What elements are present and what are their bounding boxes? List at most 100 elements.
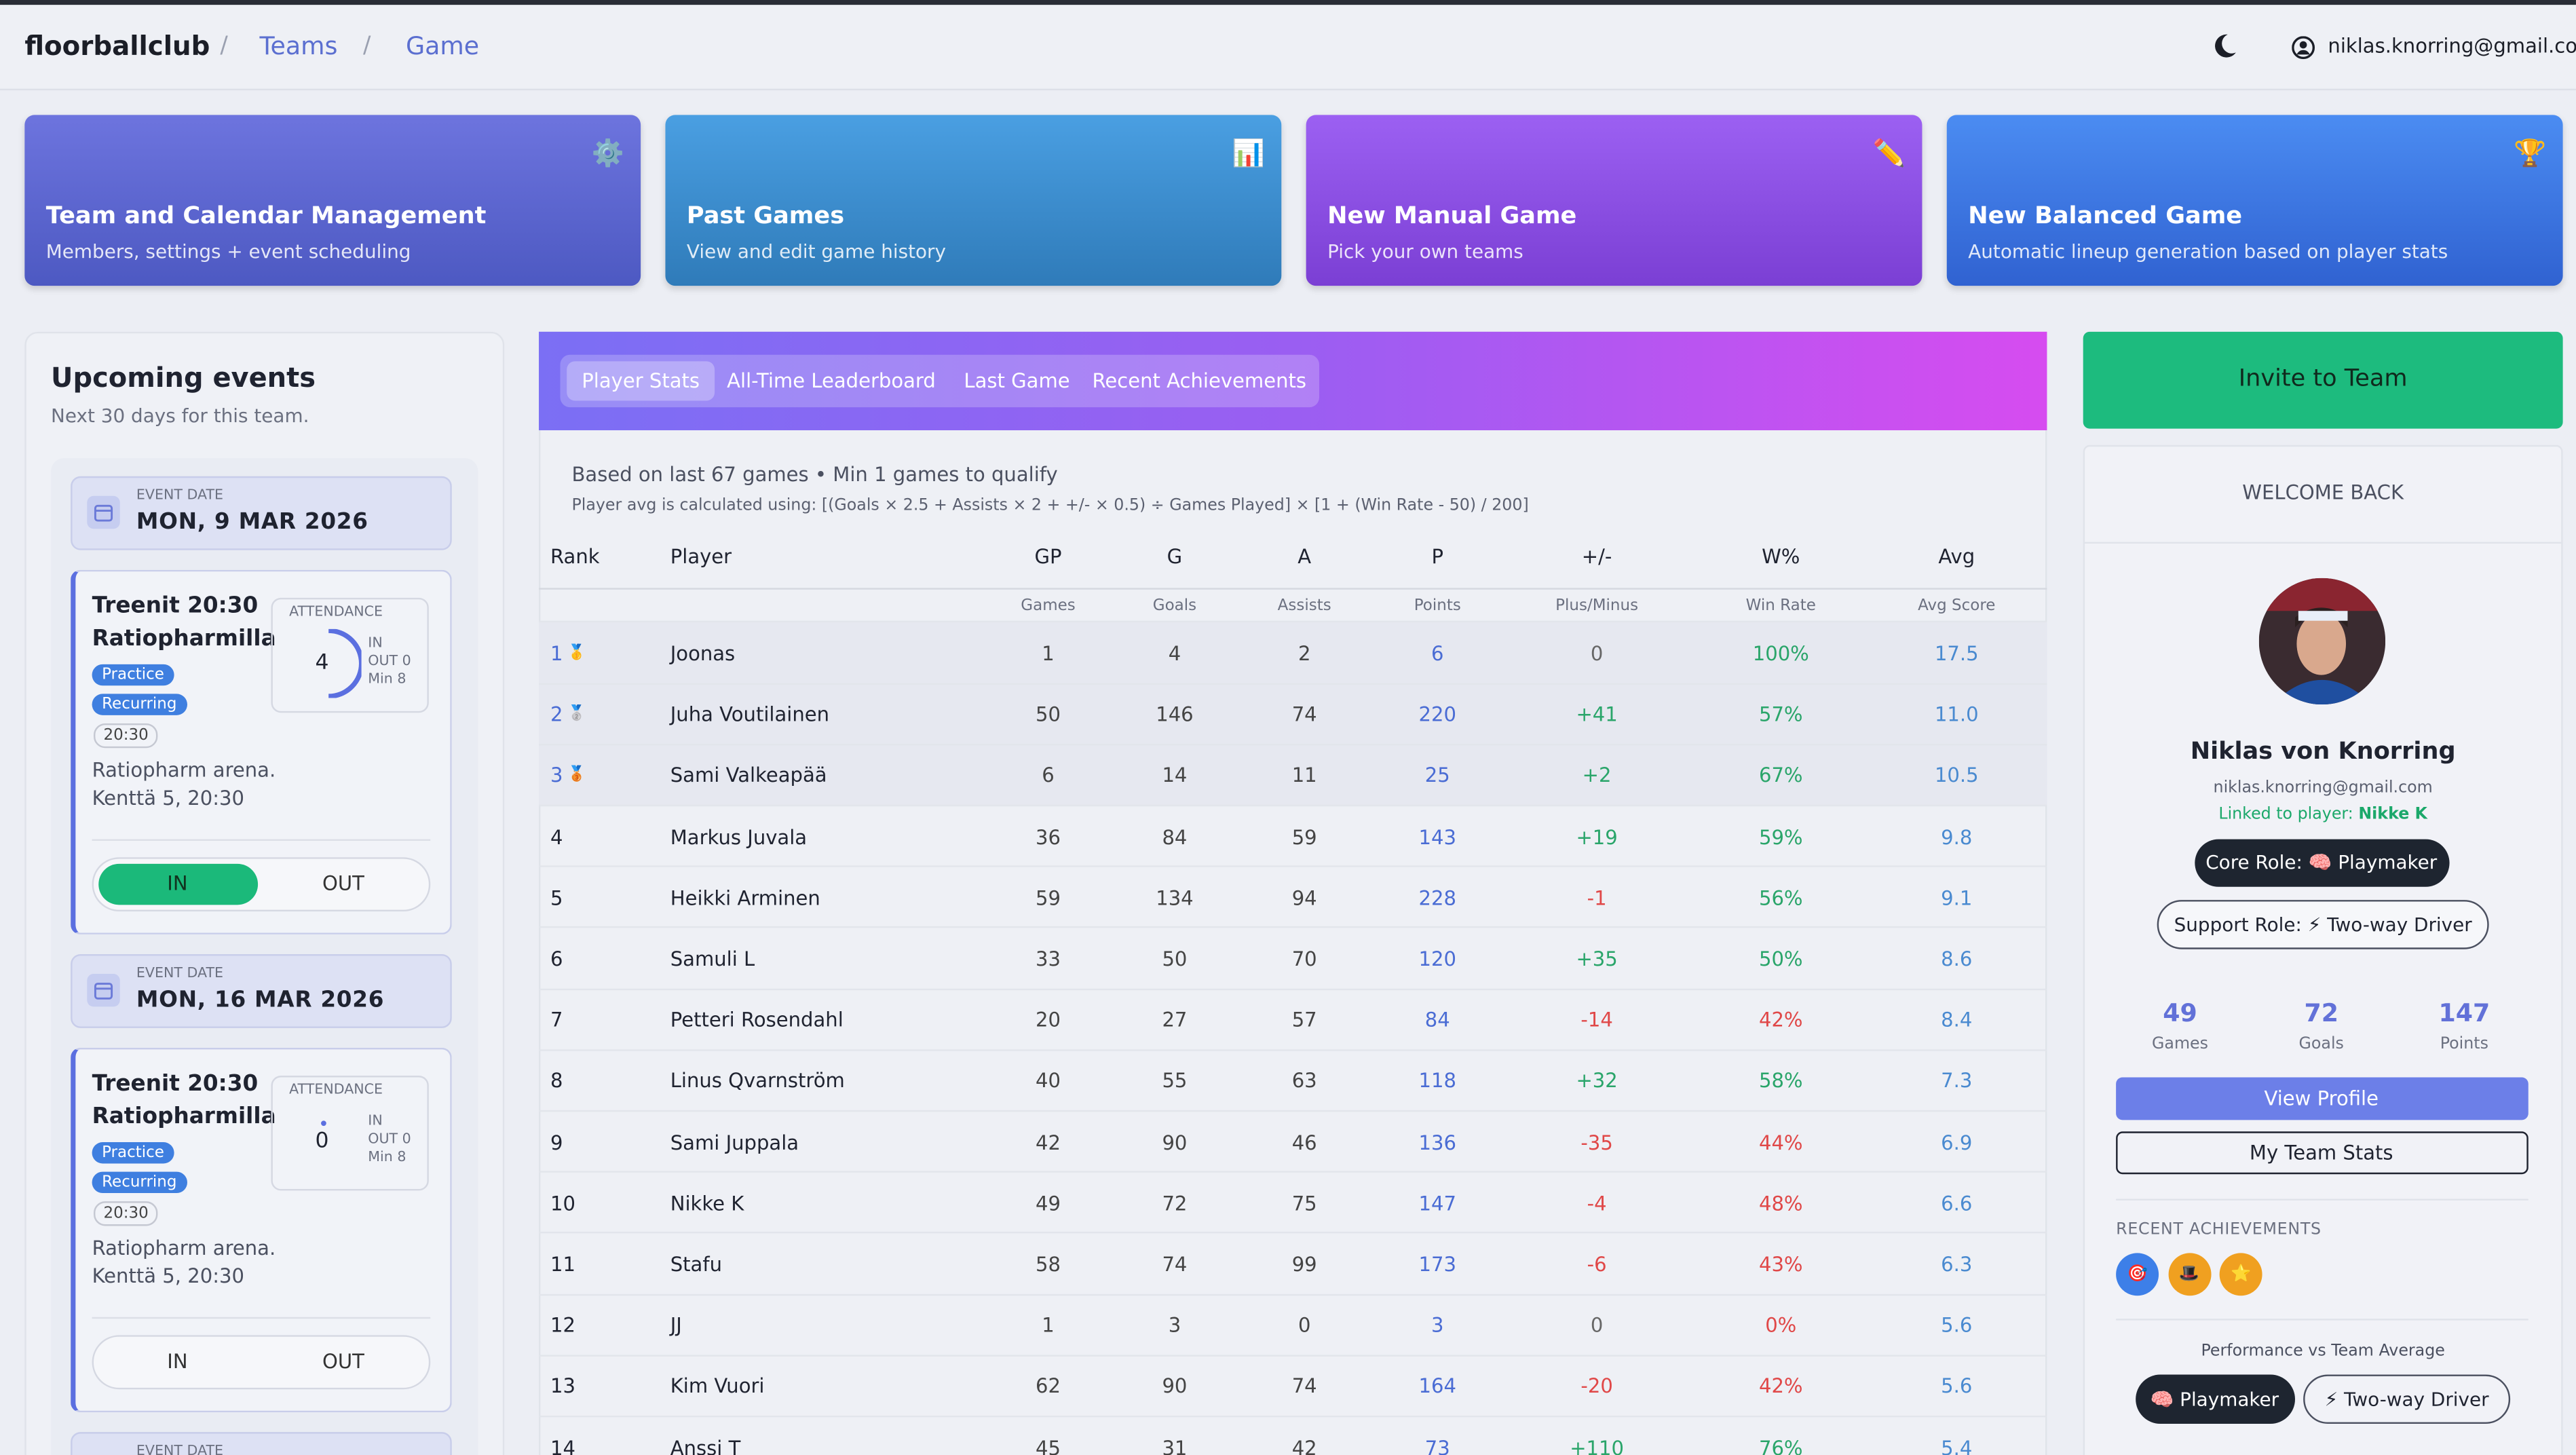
event-date-value: MON, 9 MAR 2026 [136, 509, 368, 535]
user-email[interactable]: niklas.knorring@gmail.com [2328, 34, 2576, 58]
stat-cell: 56% [1758, 886, 1803, 910]
tab[interactable]: Recent Achievements [1092, 369, 1307, 393]
stat-cell: 49 [1036, 1192, 1061, 1215]
action-card[interactable] [24, 115, 641, 286]
stat-cell: 5.4 [1941, 1436, 1973, 1455]
column-subheader: Goals [1152, 597, 1197, 616]
linked-player: Linked to player: Nikke K [2218, 806, 2427, 824]
column-header: GP [1034, 545, 1062, 569]
stat-label: Points [2440, 1035, 2488, 1054]
table-row [539, 1173, 2047, 1234]
invite-button[interactable] [2083, 331, 2563, 429]
rank: 2 [550, 703, 563, 727]
table-row [539, 1356, 2047, 1418]
card-icon: ⚙️ [591, 137, 624, 169]
rsvp-button[interactable]: IN [167, 871, 188, 895]
table-row [539, 1112, 2047, 1173]
card-icon: 📊 [1232, 137, 1265, 169]
stat-cell: 9.1 [1941, 886, 1973, 910]
attendance-count: 0 [315, 1129, 329, 1154]
stat-cell: 58% [1758, 1070, 1803, 1093]
events-subtitle: Next 30 days for this team. [51, 404, 309, 428]
profile-name: Niklas von Knorring [2190, 738, 2456, 766]
event-location: Ratiopharm arena. Kenttä 5, 20:30 [92, 1236, 276, 1288]
card-subtitle: Automatic lineup generation based on pla… [1968, 240, 2448, 263]
attendance-ring [296, 1107, 362, 1176]
stats-header [539, 331, 2047, 431]
event-date-label: EVENT DATE [136, 1443, 224, 1455]
tab[interactable]: All-Time Leaderboard [727, 369, 936, 393]
stats-formula: Player avg is calculated using: [(Goals … [571, 497, 1529, 515]
stat-value: 49 [2163, 998, 2197, 1028]
team-stats-label: My Team Stats [2249, 1141, 2393, 1165]
stat-cell: 58 [1036, 1253, 1061, 1277]
stat-cell: 7.3 [1941, 1070, 1973, 1093]
breadcrumb-separator: / [220, 33, 228, 60]
tab[interactable]: Last Game [964, 369, 1070, 393]
stat-cell: 42 [1036, 1131, 1061, 1154]
events-title: Upcoming events [51, 362, 316, 394]
action-card[interactable] [665, 115, 1282, 286]
support-role [2157, 900, 2489, 949]
event-date-label: EVENT DATE [136, 487, 224, 504]
stat-cell: 8.4 [1941, 1008, 1973, 1032]
tabs [560, 354, 1319, 408]
view-profile[interactable] [2116, 1077, 2528, 1120]
action-card[interactable] [1946, 115, 2563, 286]
theme-toggle[interactable] [2212, 33, 2238, 59]
chip: 🧠 Playmaker [2150, 1387, 2279, 1411]
stat-cell: 164 [1418, 1375, 1457, 1399]
badge-icon: ⭐ [2231, 1265, 2252, 1284]
rank: 1 [550, 642, 563, 666]
breadcrumb[interactable]: Teams [259, 31, 338, 61]
rsvp-button[interactable]: OUT [322, 871, 364, 895]
stat-cell: 74 [1291, 1375, 1317, 1399]
stat-cell: 57% [1758, 703, 1803, 727]
player-name: Anssi T [670, 1436, 741, 1455]
linked-prefix: Linked to player: [2218, 805, 2353, 824]
team-stats[interactable] [2116, 1131, 2528, 1175]
stat-cell: 3 [1431, 1314, 1444, 1338]
card-subtitle: View and edit game history [686, 240, 946, 263]
stat-value: 147 [2438, 998, 2490, 1028]
stat-cell: 173 [1418, 1253, 1457, 1277]
divider [2116, 1198, 2528, 1201]
stat-cell: 90 [1162, 1375, 1188, 1399]
column-subheader: Avg Score [1918, 597, 1996, 616]
stat-cell: 46 [1291, 1131, 1317, 1154]
badge-icon: 🎯 [2127, 1265, 2148, 1284]
rank: 8 [550, 1070, 563, 1093]
column-subheader: Points [1414, 597, 1461, 616]
badge [2167, 1253, 2211, 1296]
rank: 9 [550, 1131, 563, 1154]
stat-cell: 17.5 [1934, 642, 1979, 666]
action-card[interactable] [1306, 115, 1922, 286]
stat-cell: 3 [1168, 1314, 1181, 1338]
stat-cell: 1 [1042, 642, 1055, 666]
calendar-icon [87, 974, 120, 1007]
stat-cell: 62 [1036, 1375, 1061, 1399]
stat-cell: 6 [1431, 642, 1444, 666]
chip-active [2136, 1374, 2295, 1424]
rsvp-button[interactable]: IN [167, 1350, 188, 1374]
column-subheader: Assists [1277, 597, 1331, 616]
stat-cell: 31 [1162, 1436, 1188, 1455]
stat-cell: 50% [1758, 947, 1803, 971]
invite-label: Invite to Team [2238, 366, 2408, 393]
stat-cell: 75 [1291, 1192, 1317, 1215]
breadcrumb[interactable]: Game [405, 31, 480, 61]
stat-cell: 42% [1758, 1008, 1803, 1032]
table-row [539, 1051, 2047, 1112]
attendance-in: IN [368, 1113, 383, 1130]
stat-cell: 118 [1418, 1070, 1457, 1093]
event-name: Treenit 20:30 Ratiopharmilla [92, 1070, 276, 1130]
calendar-icon [87, 495, 120, 529]
card-subtitle: Members, settings + event scheduling [45, 240, 411, 263]
tab[interactable]: Player Stats [582, 369, 700, 393]
rsvp-toggle [92, 1335, 431, 1390]
column-header: W% [1762, 545, 1800, 569]
stat-cell: 99 [1291, 1253, 1317, 1277]
stat-cell: -35 [1580, 1131, 1613, 1154]
stat-cell: -4 [1587, 1192, 1607, 1215]
rsvp-button[interactable]: OUT [322, 1350, 364, 1374]
